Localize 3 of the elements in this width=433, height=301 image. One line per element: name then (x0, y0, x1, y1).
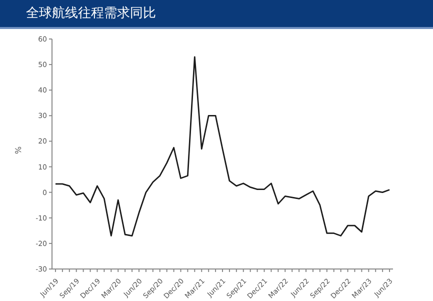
line-series (54, 56, 390, 236)
y-axis-title: % (14, 146, 23, 154)
chart-title: 全球航线往程需求同比 (0, 0, 433, 29)
